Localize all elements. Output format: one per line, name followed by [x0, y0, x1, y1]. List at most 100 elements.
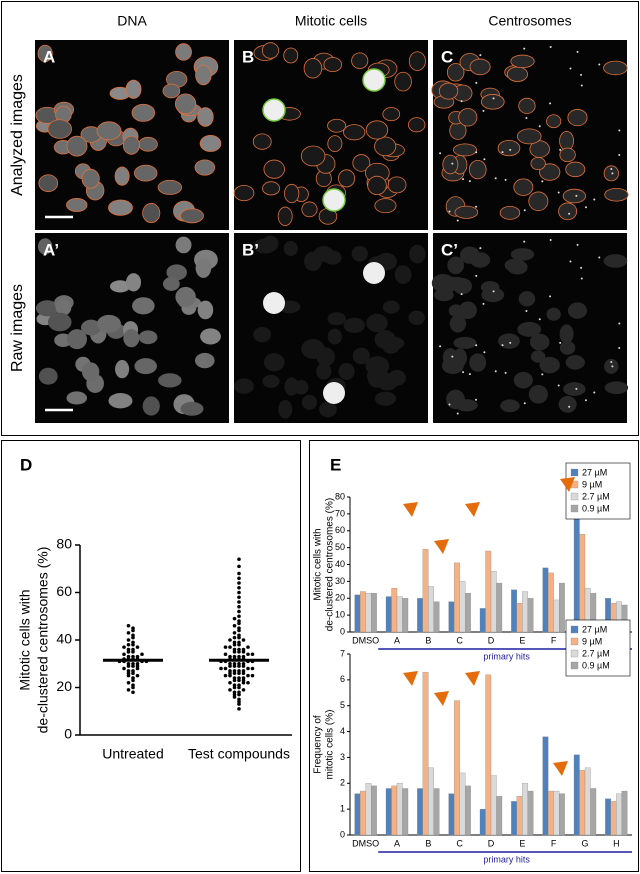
nucleus: [382, 300, 400, 314]
centrosome: [584, 206, 587, 209]
legend-label: 9 µM: [582, 636, 602, 646]
y-tick-label: 50: [335, 542, 345, 552]
y-tick-label: 2: [340, 778, 345, 788]
nucleus: [567, 302, 588, 319]
data-point: [246, 645, 250, 649]
nucleus: [374, 330, 396, 349]
y-axis-label: Mitotic cells with: [313, 528, 324, 600]
nucleus: [539, 163, 561, 181]
y-axis-label: Frequency of: [313, 715, 324, 774]
nucleus: [38, 367, 58, 385]
data-point: [232, 616, 237, 621]
bar: [511, 801, 517, 836]
nucleus: [480, 94, 505, 110]
nucleus: [262, 374, 280, 388]
data-point: [237, 595, 241, 600]
data-point: [237, 683, 241, 687]
group-label: primary hits: [483, 651, 530, 661]
nucleus: [528, 191, 549, 211]
centrosome: [448, 210, 451, 213]
nucleus: [458, 108, 478, 127]
x-tick-label: DMSO: [352, 635, 379, 645]
y-tick-label: 0: [340, 829, 345, 839]
legend-label: 27 µM: [582, 467, 607, 477]
data-point: [232, 654, 237, 659]
centrosome: [559, 148, 562, 151]
data-point: [126, 642, 131, 647]
nucleus: [518, 291, 536, 307]
nucleus: [604, 381, 629, 395]
data-point: [237, 626, 241, 630]
y-axis-label: de-clustered centrosomes (%): [325, 498, 336, 631]
nucleus: [408, 310, 426, 325]
nucleus: [134, 358, 158, 375]
data-point: [228, 669, 232, 673]
data-point: [250, 666, 255, 671]
nucleus: [513, 371, 533, 389]
nucleus: [303, 58, 323, 79]
nucleus: [603, 165, 619, 182]
nucleus: [132, 297, 155, 315]
centrosome: [460, 100, 463, 103]
centrosome: [492, 97, 495, 100]
nucleus: [567, 109, 588, 127]
data-point: [135, 654, 140, 659]
x-tick-label: F: [551, 838, 557, 848]
nucleus: [539, 356, 560, 374]
centrosome: [475, 205, 478, 208]
x-tick-label: H: [613, 838, 620, 848]
centrosome: [509, 341, 512, 344]
bar: [496, 582, 503, 633]
nucleus: [470, 252, 491, 268]
nucleus: [304, 251, 322, 272]
bar: [516, 603, 523, 633]
nucleus: [442, 348, 458, 367]
nucleus: [351, 52, 369, 70]
data-point: [223, 666, 228, 671]
nucleus: [603, 254, 628, 268]
bar: [391, 587, 398, 633]
centrosome: [525, 310, 528, 313]
nucleus: [565, 355, 585, 370]
data-point: [237, 564, 241, 569]
data-point: [237, 576, 241, 581]
nucleus: [195, 258, 212, 278]
nucleus: [194, 159, 216, 176]
nucleus: [447, 256, 465, 275]
bar: [428, 767, 434, 836]
nucleus: [138, 330, 158, 345]
bar: [417, 598, 423, 633]
row-title: Raw images: [9, 284, 26, 372]
bar: [496, 796, 503, 836]
bar: [621, 790, 628, 836]
data-point: [237, 697, 241, 702]
nucleus: [559, 324, 574, 344]
centrosome: [549, 102, 552, 105]
nucleus: [284, 377, 299, 396]
x-tick-label: F: [551, 635, 557, 645]
nucleus: [37, 44, 53, 63]
bar: [454, 562, 460, 633]
nucleus: [162, 276, 180, 291]
x-tick-label: Untreated: [102, 746, 163, 762]
y-tick-label: 60: [56, 583, 72, 599]
bar: [402, 788, 409, 836]
bar: [485, 674, 492, 836]
nucleus: [142, 203, 161, 224]
centrosome: [618, 347, 621, 350]
nucleus: [453, 143, 477, 157]
centrosome: [618, 129, 621, 132]
nucleus: [565, 161, 586, 178]
data-point: [223, 645, 228, 649]
bar: [542, 736, 549, 836]
nucleus: [327, 118, 347, 133]
data-point: [232, 623, 237, 628]
data-point: [131, 626, 135, 630]
centrosome: [475, 274, 478, 277]
y-axis-label: Mitotic cells with: [17, 589, 33, 690]
centrosome: [483, 351, 486, 354]
data-point: [131, 669, 135, 673]
legend-label: 2.7 µM: [582, 491, 610, 501]
bar: [433, 601, 440, 633]
centrosome: [482, 302, 485, 305]
